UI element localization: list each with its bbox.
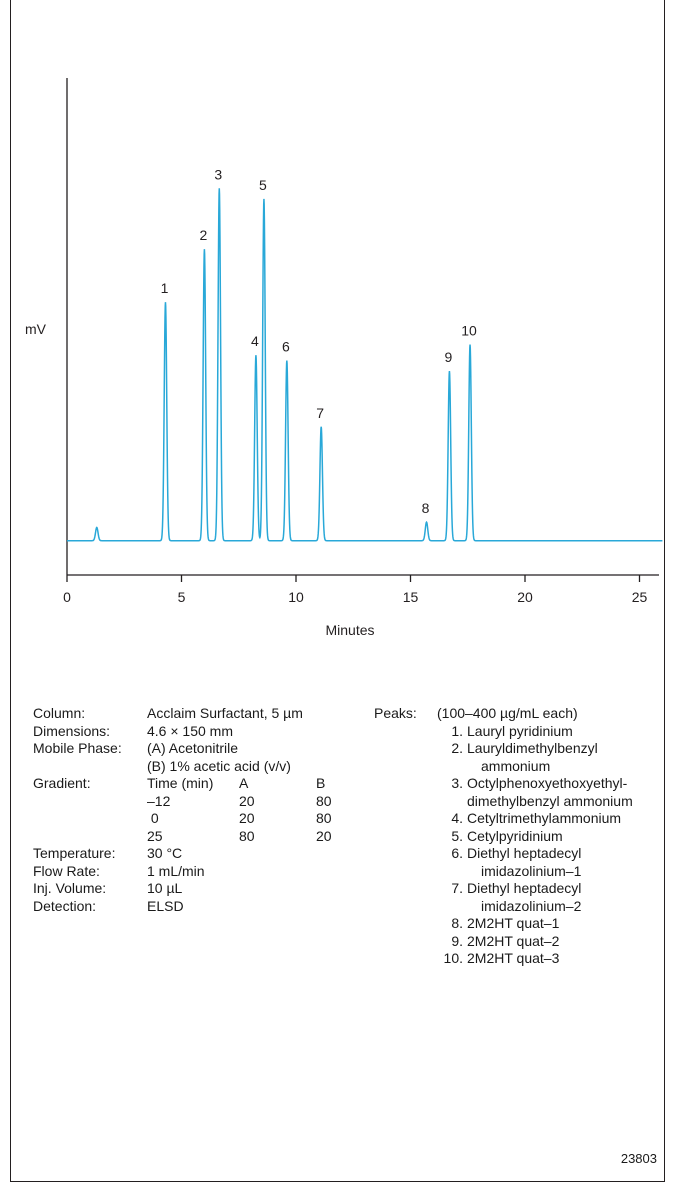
- peak-name: Diethyl heptadecyl: [467, 880, 582, 896]
- peak-number: 3.: [451, 775, 463, 791]
- condition-value: 10 µL: [147, 880, 183, 896]
- condition-value: ELSD: [147, 897, 184, 914]
- peak-list-item: 7. Diethyl heptadecyl: [437, 880, 633, 898]
- peak-name-continued: imidazolinium–2: [481, 897, 582, 914]
- peak-name: 2M2HT quat–1: [467, 915, 560, 931]
- peak-name: Cetylpyridinium: [467, 827, 563, 844]
- y-axis-label: mV: [25, 321, 47, 337]
- x-ticks: 0 5 10 15 20 25: [63, 575, 647, 605]
- peak-list-item: 8. 2M2HT quat–1: [437, 915, 633, 933]
- x-tick-label: 10: [288, 589, 304, 605]
- peak-label: 8: [422, 500, 430, 516]
- gradient-header-cell: A: [239, 775, 249, 791]
- gradient-cell: –12: [147, 792, 171, 809]
- x-tick-label: 25: [632, 589, 648, 605]
- gradient-header-cell: B: [316, 775, 326, 791]
- peak-name-continued: imidazolinium–1: [481, 862, 582, 879]
- peak-label: 9: [445, 349, 453, 365]
- peak-list-item: 10. 2M2HT quat–3: [437, 950, 633, 968]
- peak-number: 5.: [451, 827, 463, 844]
- peak-label: 6: [282, 339, 290, 355]
- gradient-cell: 20: [316, 827, 332, 844]
- peak-list-item: 1. Lauryl pyridinium: [437, 723, 633, 741]
- peak-list-item: 9. 2M2HT quat–2: [437, 933, 633, 951]
- peak-list-item: ammonium: [437, 758, 633, 776]
- gradient-cell: 80: [316, 810, 332, 826]
- condition-label: Dimensions:: [33, 722, 111, 739]
- peak-label: 10: [461, 323, 477, 339]
- condition-label: Temperature:: [33, 845, 116, 861]
- peak-label: 7: [316, 405, 324, 421]
- peak-number: 10.: [443, 950, 463, 966]
- condition-value: 1 mL/min: [147, 862, 205, 879]
- peak-name: Octylphenoxyethoxyethyl-: [467, 775, 628, 791]
- peak-number: 2.: [451, 740, 463, 756]
- peak-list-item: imidazolinium–2: [437, 898, 633, 916]
- condition-label: Mobile Phase:: [33, 740, 122, 756]
- peak-name: Diethyl heptadecyl: [467, 845, 582, 861]
- condition-value: Acclaim Surfactant, 5 µm: [147, 705, 303, 721]
- peak-list: 1. Lauryl pyridinium 2. Lauryldimethylbenzy…: [437, 723, 633, 968]
- peak-name: 2M2HT quat–2: [467, 932, 560, 949]
- peaks-label: Peaks:: [374, 705, 417, 721]
- peak-label: 1: [161, 280, 169, 296]
- gradient-header-cell: Time (min): [147, 775, 214, 791]
- peak-list-item: 2. Lauryldimethylbenzyl: [437, 740, 633, 758]
- x-tick-label: 15: [403, 589, 419, 605]
- figure-number: 23803: [620, 1151, 657, 1166]
- x-axis-label: Minutes: [325, 622, 374, 638]
- peak-list-item: 3. Octylphenoxyethoxyethyl-: [437, 775, 633, 793]
- gradient-cell: 80: [316, 792, 332, 809]
- gradient-cell: 80: [239, 827, 255, 844]
- peak-name: Lauryldimethylbenzyl: [467, 740, 598, 756]
- condition-value: 30 °C: [147, 845, 183, 861]
- peak-name-continued: ammonium: [481, 757, 551, 774]
- condition-label: Inj. Volume:: [33, 880, 107, 896]
- condition-value: (B) 1% acetic acid (v/v): [147, 757, 291, 774]
- peak-labels: 1 2 3 4 5 6 7 8 9 10: [161, 166, 477, 516]
- x-tick-label: 5: [178, 589, 186, 605]
- gradient-cell: 20: [239, 792, 255, 809]
- condition-label: Detection:: [33, 897, 97, 914]
- chromatogram: 0 5 10 15 20 25 mV Minutes 1 2 3 4 5 6 7 8 9 10: [25, 78, 663, 638]
- peak-list-item: imidazolinium–1: [437, 863, 633, 881]
- x-tick-label: 20: [517, 589, 533, 605]
- peak-name: Lauryl pyridinium: [467, 722, 573, 739]
- peak-name: 2M2HT quat–3: [467, 950, 560, 966]
- gradient-label: Gradient:: [33, 775, 91, 791]
- peak-number: 1.: [451, 722, 463, 739]
- gradient-cell: 20: [239, 810, 255, 826]
- peak-label: 5: [259, 177, 267, 193]
- peak-number: 8.: [451, 915, 463, 931]
- condition-value: (A) Acetonitrile: [147, 740, 239, 756]
- peak-number: 9.: [451, 932, 463, 949]
- peak-name-continued: dimethylbenzyl ammonium: [467, 792, 633, 809]
- x-tick-label: 0: [63, 589, 71, 605]
- gradient-cell: 25: [147, 827, 163, 844]
- peak-label: 4: [251, 333, 259, 349]
- condition-label: Flow Rate:: [33, 862, 100, 879]
- peak-list-item: 6. Diethyl heptadecyl: [437, 845, 633, 863]
- peak-number: 4.: [451, 810, 463, 826]
- peak-list-item: 4. Cetyltrimethylammonium: [437, 810, 633, 828]
- peak-list-item: dimethylbenzyl ammonium: [437, 793, 633, 811]
- condition-value: 4.6 × 150 mm: [147, 722, 233, 739]
- peak-list-item: 5. Cetylpyridinium: [437, 828, 633, 846]
- chromatogram-trace: [67, 188, 663, 542]
- peak-number: 7.: [451, 880, 463, 896]
- peaks-note: (100–400 µg/mL each): [437, 705, 578, 721]
- condition-label: Column:: [33, 705, 86, 721]
- peak-label: 2: [200, 227, 208, 243]
- peak-number: 6.: [451, 845, 463, 861]
- gradient-cell: 0: [147, 810, 159, 826]
- peak-name: Cetyltrimethylammonium: [467, 810, 622, 826]
- peak-label: 3: [214, 166, 222, 182]
